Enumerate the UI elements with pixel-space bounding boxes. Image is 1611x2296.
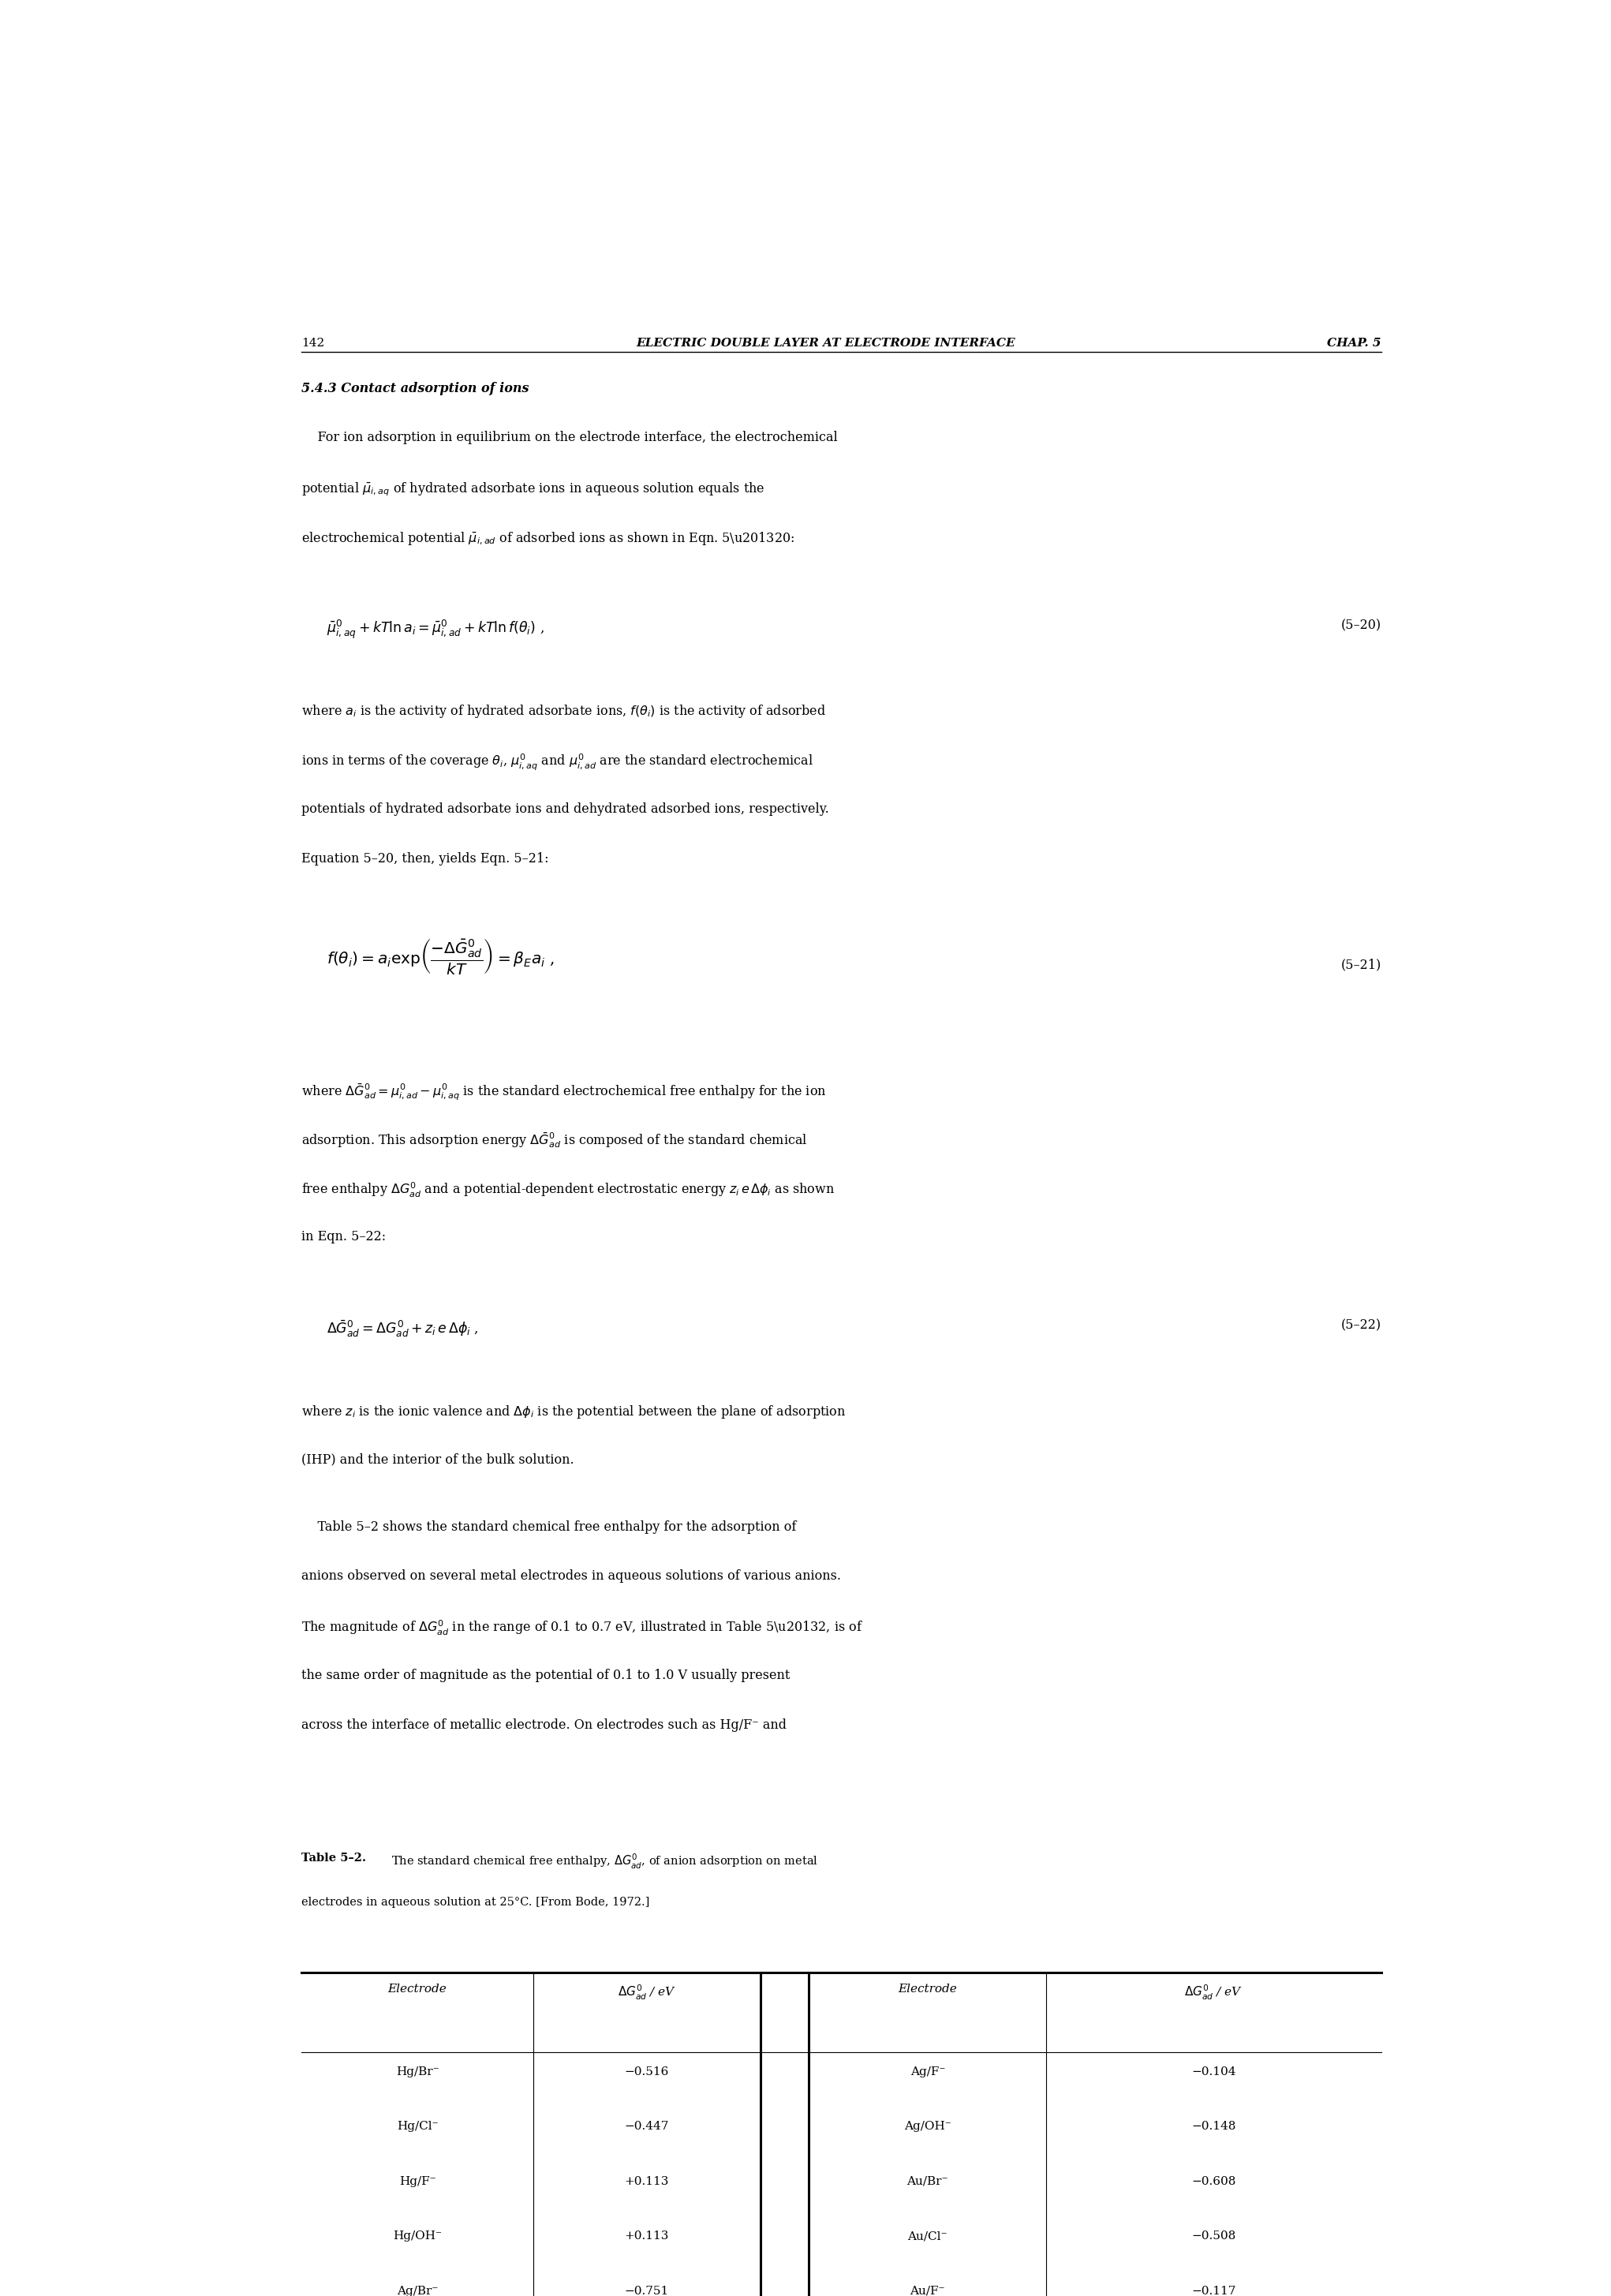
Text: Ag/Br⁻: Ag/Br⁻ [396,2285,438,2296]
Text: −0.516: −0.516 [625,2066,669,2078]
Text: (5–22): (5–22) [1340,1318,1381,1332]
Text: potentials of hydrated adsorbate ions and dehydrated adsorbed ions, respectively: potentials of hydrated adsorbate ions an… [301,801,828,815]
Text: Ag/F⁻: Ag/F⁻ [910,2066,946,2078]
Text: potential $\bar{\mu}_{i,aq}$ of hydrated adsorbate ions in aqueous solution equa: potential $\bar{\mu}_{i,aq}$ of hydrated… [301,480,765,498]
Text: electrochemical potential $\bar{\mu}_{i,ad}$ of adsorbed ions as shown in Eqn. 5: electrochemical potential $\bar{\mu}_{i,… [301,530,794,546]
Text: Electrode: Electrode [899,1984,957,1995]
Text: ELECTRIC DOUBLE LAYER AT ELECTRODE INTERFACE: ELECTRIC DOUBLE LAYER AT ELECTRODE INTER… [636,338,1015,349]
Text: anions observed on several metal electrodes in aqueous solutions of various anio: anions observed on several metal electro… [301,1570,841,1582]
Text: (5–21): (5–21) [1340,957,1381,971]
Text: (5–20): (5–20) [1340,618,1381,631]
Text: −0.447: −0.447 [625,2122,669,2133]
Text: ions in terms of the coverage $\theta_i$, $\mu^{0}_{i,aq}$ and $\mu^{0}_{i,ad}$ : ions in terms of the coverage $\theta_i$… [301,753,814,774]
Text: Equation 5–20, then, yields Eqn. 5–21:: Equation 5–20, then, yields Eqn. 5–21: [301,852,549,866]
Text: $\Delta G^{0}_{ad}$ / eV: $\Delta G^{0}_{ad}$ / eV [1184,1984,1244,2002]
Text: free enthalpy $\Delta G^{0}_{ad}$ and a potential-dependent electrostatic energy: free enthalpy $\Delta G^{0}_{ad}$ and a … [301,1180,834,1199]
Text: across the interface of metallic electrode. On electrodes such as Hg/F⁻ and: across the interface of metallic electro… [301,1717,786,1731]
Text: Hg/OH⁻: Hg/OH⁻ [393,2232,441,2241]
Text: where $z_i$ is the ionic valence and $\Delta\phi_i$ is the potential between the: where $z_i$ is the ionic valence and $\D… [301,1403,846,1419]
Text: Electrode: Electrode [388,1984,446,1995]
Text: electrodes in aqueous solution at 25°C. [From Bode, 1972.]: electrodes in aqueous solution at 25°C. … [301,1896,649,1908]
Text: Hg/F⁻: Hg/F⁻ [400,2177,435,2188]
Text: The magnitude of $\Delta G^{0}_{ad}$ in the range of 0.1 to 0.7 eV, illustrated : The magnitude of $\Delta G^{0}_{ad}$ in … [301,1619,863,1637]
Text: $\bar{\mu}^{0}_{i,aq} + kT\ln a_i = \bar{\mu}^{0}_{i,ad} + kT\ln f(\theta_i)$ ,: $\bar{\mu}^{0}_{i,aq} + kT\ln a_i = \bar… [325,618,545,641]
Text: where $a_i$ is the activity of hydrated adsorbate ions, $f(\theta_i)$ is the act: where $a_i$ is the activity of hydrated … [301,703,826,721]
Text: Ag/OH⁻: Ag/OH⁻ [904,2122,950,2133]
Text: $\Delta G^{0}_{ad}$ / eV: $\Delta G^{0}_{ad}$ / eV [617,1984,677,2002]
Text: +0.113: +0.113 [625,2232,669,2241]
Text: 142: 142 [301,338,324,349]
Text: in Eqn. 5–22:: in Eqn. 5–22: [301,1231,385,1244]
Text: Hg/Cl⁻: Hg/Cl⁻ [396,2122,438,2133]
Text: (IHP) and the interior of the bulk solution.: (IHP) and the interior of the bulk solut… [301,1453,574,1467]
Text: Au/F⁻: Au/F⁻ [910,2285,946,2296]
Text: $f(\theta_i) = a_i \exp\!\left(\dfrac{-\Delta\bar{G}^{0}_{ad}}{kT}\right) = \bet: $f(\theta_i) = a_i \exp\!\left(\dfrac{-\… [325,937,554,976]
Text: 5.4.3 Contact adsorption of ions: 5.4.3 Contact adsorption of ions [301,381,528,395]
Text: −0.751: −0.751 [625,2285,669,2296]
Text: $\Delta\bar{G}^{0}_{ad} = \Delta G^{0}_{ad} + z_i\, e\, \Delta\phi_i$ ,: $\Delta\bar{G}^{0}_{ad} = \Delta G^{0}_{… [325,1318,478,1339]
Text: Table 5–2.: Table 5–2. [301,1853,366,1864]
Text: Au/Cl⁻: Au/Cl⁻ [907,2232,947,2241]
Text: Table 5–2 shows the standard chemical free enthalpy for the adsorption of: Table 5–2 shows the standard chemical fr… [301,1520,796,1534]
Text: where $\Delta\bar{G}^{0}_{ad} = \mu^{0}_{i,ad} - \mu^{0}_{i,aq}$ is the standard: where $\Delta\bar{G}^{0}_{ad} = \mu^{0}_… [301,1081,826,1102]
Text: −0.117: −0.117 [1192,2285,1236,2296]
Text: −0.104: −0.104 [1192,2066,1236,2078]
Text: The standard chemical free enthalpy, $\Delta G^{0}_{ad}$, of anion adsorption on: The standard chemical free enthalpy, $\D… [391,1853,818,1871]
Text: Hg/Br⁻: Hg/Br⁻ [396,2066,438,2078]
Text: For ion adsorption in equilibrium on the electrode interface, the electrochemica: For ion adsorption in equilibrium on the… [301,432,838,445]
Text: −0.508: −0.508 [1192,2232,1236,2241]
Text: −0.608: −0.608 [1192,2177,1236,2188]
Text: adsorption. This adsorption energy $\Delta\bar{G}^{0}_{ad}$ is composed of the s: adsorption. This adsorption energy $\Del… [301,1132,807,1150]
Text: Au/Br⁻: Au/Br⁻ [907,2177,949,2188]
Text: +0.113: +0.113 [625,2177,669,2188]
Text: the same order of magnitude as the potential of 0.1 to 1.0 V usually present: the same order of magnitude as the poten… [301,1669,789,1683]
Text: −0.148: −0.148 [1192,2122,1236,2133]
Text: CHAP. 5: CHAP. 5 [1327,338,1381,349]
